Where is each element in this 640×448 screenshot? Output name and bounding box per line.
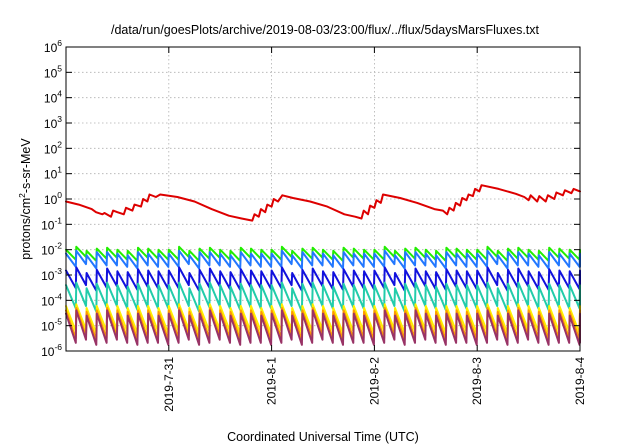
series-line-5: [65, 281, 581, 313]
series-line-6: [65, 303, 581, 335]
x-axis-label: Coordinated Universal Time (UTC): [227, 430, 419, 444]
x-tick-label: 2019-8-3: [470, 357, 484, 405]
y-tick-label-exponent: 5: [57, 63, 62, 73]
y-tick-label-exponent: -6: [54, 342, 62, 352]
y-label-base: protons/cm: [19, 198, 33, 260]
y-tick-label-exponent: -5: [54, 317, 62, 327]
y-tick-label-exponent: 1: [57, 165, 62, 175]
y-tick-label-base: 10: [44, 92, 58, 106]
y-tick-label: 10-3: [41, 266, 62, 283]
y-tick-label-exponent: 3: [57, 114, 62, 124]
y-tick-label-exponent: -1: [54, 215, 62, 225]
y-tick-label: 104: [44, 89, 62, 106]
y-tick-label: 10-2: [41, 241, 62, 258]
y-tick-label: 10-5: [41, 317, 62, 334]
y-tick-label-base: 10: [44, 142, 58, 156]
x-tick-label: 2019-8-2: [367, 357, 381, 405]
y-tick-label-base: 10: [44, 168, 58, 182]
x-tick-label: 2019-7-31: [162, 357, 176, 412]
y-tick-label-base: 10: [44, 193, 58, 207]
y-tick-label: 103: [44, 114, 62, 131]
y-tick-label: 100: [44, 190, 62, 207]
series-line-1: [65, 184, 581, 222]
chart-title: /data/run/goesPlots/archive/2019-08-03/2…: [111, 23, 540, 37]
x-axis: 2019-7-31 2019-8-1 2019-8-2 2019-8-3 2019-8-…: [162, 47, 587, 412]
y-tick-label: 10-1: [41, 215, 62, 232]
y-tick-label-base: 10: [41, 320, 55, 334]
y-tick-label: 102: [44, 139, 62, 156]
series-line-2: [65, 245, 581, 262]
y-tick-label: 10-4: [41, 291, 62, 308]
series-line-7: [65, 307, 581, 341]
y-tick-label: 10-6: [41, 342, 62, 359]
y-axis-label: protons/cm2-s-sr-MeV: [17, 138, 33, 260]
y-tick-label: 106: [44, 38, 62, 55]
series-line-8: [65, 309, 581, 346]
y-tick-label-exponent: 4: [57, 89, 62, 99]
series-line-4: [65, 266, 581, 292]
series-line-3: [65, 249, 581, 270]
y-tick-label-exponent: 6: [57, 38, 62, 48]
y-tick-label-base: 10: [41, 244, 55, 258]
y-tick-label-base: 10: [41, 218, 55, 232]
x-tick-label: 2019-8-1: [265, 357, 279, 405]
y-tick-label-base: 10: [44, 117, 58, 131]
y-tick-label-base: 10: [41, 269, 55, 283]
y-tick-label-base: 10: [41, 345, 55, 359]
y-tick-label-base: 10: [44, 66, 58, 80]
y-tick-label: 101: [44, 165, 62, 182]
series-layer: [65, 184, 581, 346]
y-tick-label-exponent: -2: [54, 241, 62, 251]
y-tick-label-exponent: -4: [54, 291, 62, 301]
y-tick-label-exponent: 2: [57, 139, 62, 149]
y-axis: 10-610-510-410-310-210-11001011021031041…: [41, 38, 580, 359]
y-tick-label-exponent: 0: [57, 190, 62, 200]
y-tick-label-exponent: -3: [54, 266, 62, 276]
y-label-rest: -s-sr-MeV: [19, 138, 33, 194]
y-tick-label-base: 10: [41, 294, 55, 308]
y-tick-label: 105: [44, 63, 62, 80]
x-tick-label: 2019-8-4: [573, 357, 587, 405]
y-label-sup: 2: [17, 193, 27, 198]
y-tick-label-base: 10: [44, 41, 58, 55]
